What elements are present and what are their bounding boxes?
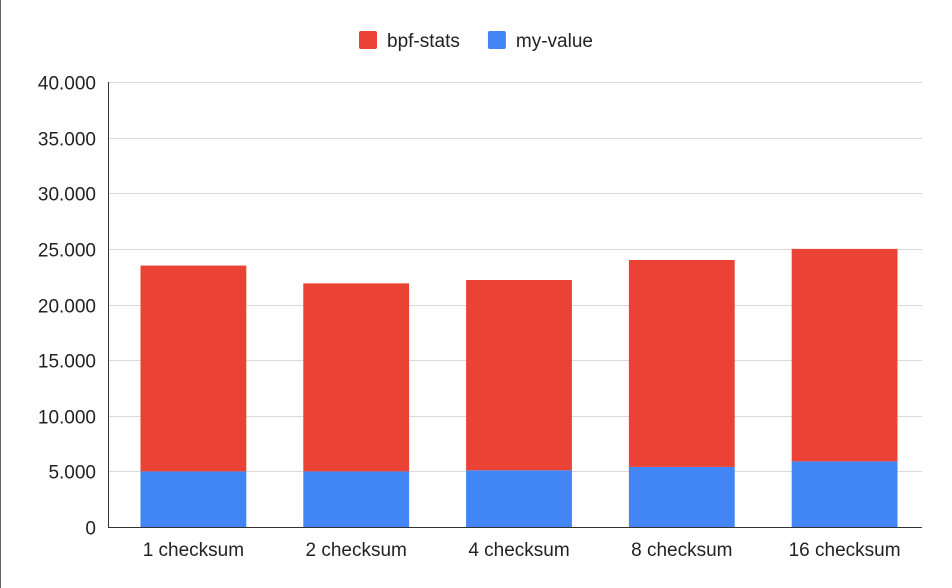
bar-my-value [140,471,247,527]
bar-my-value [466,470,572,527]
y-tick-label: 40.000 [38,74,96,95]
bar-my-value [628,466,735,527]
x-tick-label: 8 checksum [631,540,732,561]
bar-bpf-stats [303,283,410,472]
bar-bpf-stats [466,280,572,471]
axes [0,0,922,588]
y-tick-label: 10.000 [38,408,96,429]
bar-my-value [303,471,410,527]
legend-label-bpf-stats: bpf-stats [387,31,460,52]
x-tick-label: 4 checksum [468,540,569,561]
x-tick-label: 16 checksum [789,540,901,561]
bar-bpf-stats [628,260,735,467]
bars [140,248,898,527]
y-tick-label: 15.000 [38,352,96,373]
bar-bpf-stats [140,265,247,472]
x-tick-label: 2 checksum [306,540,407,561]
legend: bpf-stats my-value [359,31,593,52]
legend-swatch-my-value [487,31,506,49]
x-axis-tick-labels: 1 checksum 2 checksum 4 checksum 8 checksum… [143,540,901,561]
bar-my-value [791,461,898,527]
y-tick-label: 5.000 [48,463,96,484]
y-tick-label: 30.000 [38,185,96,206]
y-axis-tick-labels: 0 5.000 10.000 15.000 20.000 25.000 30.000 35.0… [38,74,96,540]
y-tick-label: 0 [85,519,96,540]
bar-bpf-stats [791,248,898,462]
legend-swatch-bpf-stats [359,31,378,49]
x-tick-label: 1 checksum [143,540,244,561]
y-tick-label: 25.000 [38,241,96,262]
y-tick-label: 35.000 [38,130,96,151]
y-tick-label: 20.000 [38,297,96,318]
legend-label-my-value: my-value [516,31,593,52]
